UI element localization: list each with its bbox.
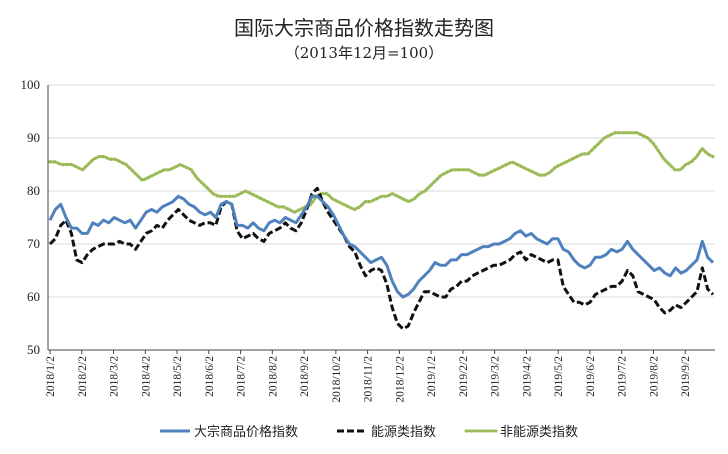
gridlines <box>47 84 715 351</box>
x-tick-label: 2018/2/2 <box>77 356 89 397</box>
series-line <box>48 194 715 299</box>
x-tick-label: 2019/6/2 <box>585 356 597 397</box>
y-axis-ticks: 50 60 70 80 90 100 <box>21 77 41 357</box>
x-tick-label: 2019/7/2 <box>617 356 629 397</box>
x-tick-label: 2018/10/2 <box>331 356 343 403</box>
x-tick-label: 2018/9/2 <box>299 356 311 397</box>
series-line <box>48 186 715 331</box>
x-tick-label: 2018/11/2 <box>363 356 375 402</box>
y-tick-label: 70 <box>27 236 40 251</box>
x-tick-label: 2018/6/2 <box>204 356 216 397</box>
x-tick-label: 2018/5/2 <box>172 356 184 397</box>
legend-label: 能源类指数 <box>371 425 436 440</box>
legend-label: 非能源类指数 <box>500 425 578 440</box>
chart-title: 国际大宗商品价格指数走势图 <box>234 16 494 40</box>
series-lines <box>48 131 715 331</box>
x-tick-label: 2018/8/2 <box>267 356 279 397</box>
legend: 大宗商品价格指数 能源类指数 非能源类指数 <box>160 424 578 440</box>
chart-subtitle: （2013年12月=100） <box>284 44 444 62</box>
y-tick-label: 90 <box>27 130 40 145</box>
series-line <box>48 131 715 214</box>
x-tick-label: 2018/3/2 <box>109 356 121 397</box>
x-tick-label: 2018/7/2 <box>236 356 248 397</box>
x-tick-label: 2019/3/2 <box>490 356 502 397</box>
legend-label: 大宗商品价格指数 <box>194 424 298 440</box>
y-tick-label: 80 <box>27 183 40 198</box>
y-tick-label: 60 <box>27 289 40 304</box>
x-tick-label: 2019/2/2 <box>458 356 470 397</box>
x-tick-label: 2018/1/2 <box>45 356 57 397</box>
x-tick-label: 2019/9/2 <box>680 356 692 397</box>
x-tick-label: 2019/1/2 <box>426 356 438 397</box>
y-tick-label: 100 <box>21 77 41 92</box>
x-tick-label: 2019/5/2 <box>553 356 565 397</box>
y-tick-label: 50 <box>27 342 40 357</box>
x-tick-label: 2019/8/2 <box>648 356 660 397</box>
x-axis-ticks: 2018/1/2 2018/2/2 2018/3/2 2018/4/2 2018/5/2… <box>45 350 692 403</box>
x-tick-label: 2018/12/2 <box>394 356 406 403</box>
x-tick-label: 2018/4/2 <box>140 356 152 397</box>
x-tick-label: 2019/4/2 <box>521 356 533 397</box>
